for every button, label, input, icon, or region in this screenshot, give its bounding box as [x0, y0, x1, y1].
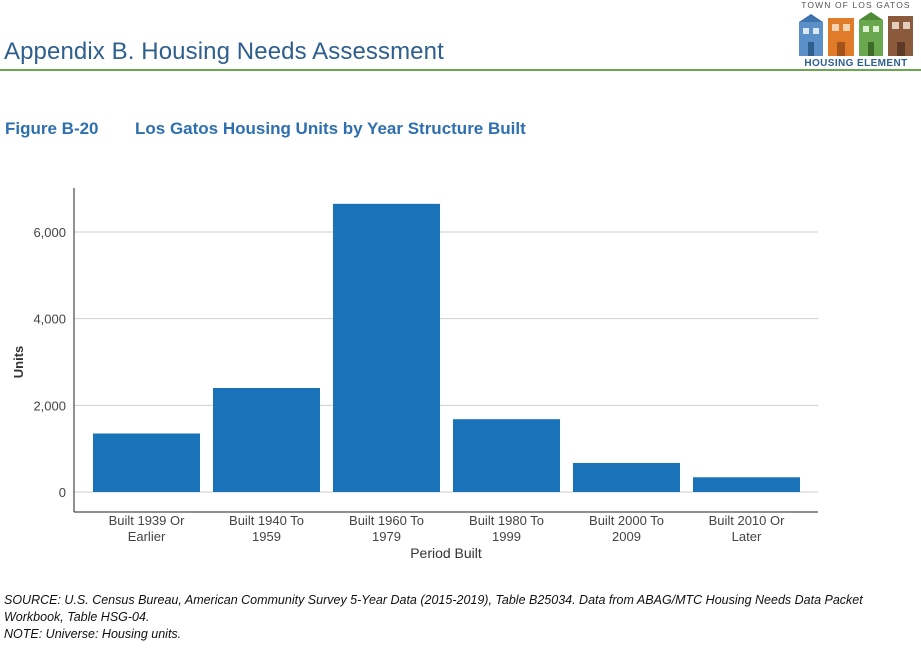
logo-top-text: TOWN OF LOS GATOS [801, 0, 911, 10]
bar [93, 433, 200, 492]
bar-series [93, 203, 800, 493]
x-tick-label: Built 2010 Or Later [709, 513, 786, 544]
figure-number: Figure B-20 [5, 119, 99, 138]
figure-title: Los Gatos Housing Units by Year Structur… [135, 119, 526, 138]
header-divider [0, 69, 921, 71]
y-axis-label: Units [11, 346, 26, 379]
x-tick-label: Built 1939 Or Earlier [109, 513, 186, 544]
note-text: NOTE: Universe: Housing units. [4, 627, 182, 641]
housing-element-logo: TOWN OF LOS GATOS HOUSING ELEMENT [795, 0, 917, 70]
y-tick-label: 2,000 [33, 398, 66, 413]
houses-icon [799, 12, 913, 56]
figure-caption: Figure B-20 Los Gatos Housing Units by Ye… [5, 119, 526, 139]
y-tick-labels: 0 2,000 4,000 6,000 [33, 225, 66, 500]
x-tick-label: Built 1960 To 1979 [349, 513, 424, 544]
bar [333, 203, 440, 493]
x-axis-label: Period Built [410, 545, 482, 561]
source-text: SOURCE: U.S. Census Bureau, American Com… [4, 593, 863, 624]
y-tick-label: 0 [59, 485, 66, 500]
x-tick-label: Built 2000 To 2009 [589, 513, 664, 544]
page-title: Appendix B. Housing Needs Assessment [4, 38, 444, 65]
bar [693, 477, 800, 492]
x-tick-labels: Built 1939 Or Earlier Built 1940 To 1959 Bui… [109, 513, 786, 544]
bar [213, 388, 320, 492]
y-tick-label: 4,000 [33, 312, 66, 327]
y-tick-label: 6,000 [33, 225, 66, 240]
logo-bottom-text: HOUSING ELEMENT [804, 58, 908, 69]
bar [573, 462, 680, 492]
source-notes: SOURCE: U.S. Census Bureau, American Com… [4, 592, 919, 643]
x-tick-label: Built 1940 To 1959 [229, 513, 304, 544]
x-tick-label: Built 1980 To 1999 [469, 513, 544, 544]
bar [453, 419, 560, 492]
